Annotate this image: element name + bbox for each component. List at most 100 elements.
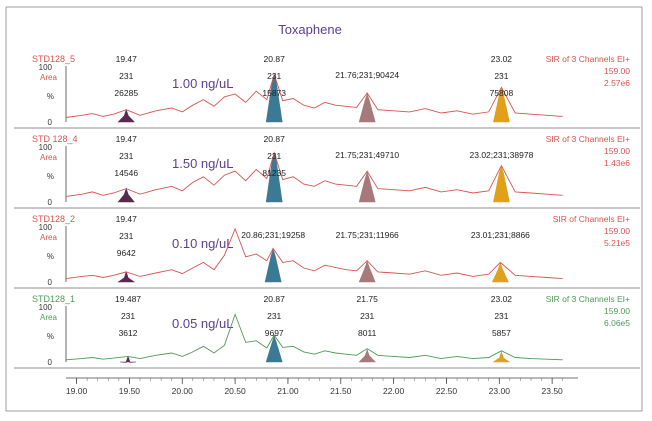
peak-4: [493, 165, 510, 203]
channel-label: SIR of 3 Channels EI+: [546, 54, 630, 64]
y-tick-top: 100: [39, 303, 53, 312]
mass-label: 159.00: [604, 66, 630, 76]
intensity-label: 5.21e5: [604, 238, 630, 248]
channel-label: SIR of 3 Channels EI+: [546, 294, 630, 304]
x-tick-label: 23.00: [489, 386, 511, 396]
x-tick-label: 21.50: [330, 386, 352, 396]
intensity-label: 6.06e5: [604, 318, 630, 328]
peak-label-4: 23.02: [491, 54, 513, 64]
y-tick-top: 100: [39, 223, 53, 232]
chart-title: Toxaphene: [278, 22, 342, 37]
peak-4: [491, 262, 509, 283]
peak-2: [265, 75, 283, 123]
peak-label-1: 19.47: [116, 134, 138, 144]
peak-1: [117, 270, 136, 283]
intensity-label: 1.43e6: [604, 158, 630, 168]
mass-label: 159.00: [604, 226, 630, 236]
peak-label-1: 19.47: [116, 54, 138, 64]
mass-label: 159.00: [604, 146, 630, 156]
trace-line: [65, 151, 563, 197]
peak-label-1: 9642: [117, 248, 136, 258]
peak-4: [493, 87, 510, 123]
outer-frame: [5, 6, 643, 412]
y-tick-top: 100: [39, 63, 53, 72]
peak-label-4: 5857: [492, 328, 511, 338]
peak-label-4: 75808: [490, 88, 514, 98]
trace-line: [65, 72, 563, 118]
peak-label-4: 231: [494, 71, 508, 81]
x-tick-label: 22.00: [383, 386, 405, 396]
peak-label-3: 231: [360, 311, 374, 321]
peak-label-1: 3612: [119, 328, 138, 338]
concentration-label: 1.50 ng/uL: [172, 156, 233, 171]
y-tick-bottom: 0: [48, 118, 53, 127]
peak-3: [358, 348, 376, 363]
peak-label-4: 23.02;231;38978: [470, 150, 534, 160]
peak-2: [265, 335, 283, 363]
mass-label: 159.00: [604, 306, 630, 316]
trace-line: [65, 227, 563, 280]
x-tick-label: 19.50: [119, 386, 141, 396]
y-legend-area: Area: [40, 73, 57, 82]
channel-label: SIR of 3 Channels EI+: [546, 134, 630, 144]
y-tick-bottom: 0: [48, 198, 53, 207]
trace-line: [65, 313, 563, 361]
y-tick-bottom: 0: [48, 358, 53, 367]
x-tick-label: 20.00: [172, 386, 194, 396]
peak-label-3: 21.76;231;90424: [335, 70, 399, 80]
peak-1: [120, 355, 137, 363]
peak-label-1: 231: [119, 71, 133, 81]
y-tick-mid: %: [47, 92, 54, 101]
peak-1: [117, 108, 135, 123]
peak-2: [265, 153, 283, 203]
peak-label-1: 19.47: [116, 214, 138, 224]
y-legend-area: Area: [40, 313, 57, 322]
peak-label-2: 81235: [262, 168, 286, 178]
concentration-label: 0.10 ng/uL: [172, 236, 233, 251]
x-tick-label: 19.00: [66, 386, 88, 396]
peak-2: [264, 248, 282, 283]
peak-label-2: 20.87: [264, 54, 286, 64]
peak-label-1: 19.487: [115, 294, 141, 304]
intensity-label: 2.57e6: [604, 78, 630, 88]
y-tick-mid: %: [47, 332, 54, 341]
y-tick-bottom: 0: [48, 278, 53, 287]
x-tick-label: 23.50: [542, 386, 564, 396]
peak-label-3: 21.75;231;11966: [336, 230, 399, 240]
sample-name: STD128_5: [32, 54, 75, 64]
peak-label-1: 26285: [114, 88, 138, 98]
peak-1: [117, 187, 135, 203]
peak-label-2: 20.87: [264, 294, 286, 304]
x-tick-label: 21.00: [277, 386, 299, 396]
sample-name: STD 128_4: [32, 134, 78, 144]
peak-3: [358, 93, 376, 123]
peak-4: [492, 350, 511, 363]
peak-label-3: 21.75: [357, 294, 379, 304]
peak-label-1: 14546: [114, 168, 138, 178]
peak-label-2: 231: [267, 151, 281, 161]
peak-label-4: 23.01;231;8866: [471, 230, 530, 240]
peak-label-1: 231: [119, 151, 133, 161]
peak-label-1: 231: [121, 311, 135, 321]
x-tick-label: 20.50: [224, 386, 246, 396]
peak-label-4: 23.02: [491, 294, 513, 304]
peak-label-3: 8011: [358, 328, 377, 338]
sample-name: STD128_1: [32, 294, 75, 304]
peak-label-3: 21.75;231;49710: [335, 150, 399, 160]
peak-label-2: 9697: [265, 328, 284, 338]
x-axis: 19.00 19.50 20.00 20.50 21.00 21.50 22.00 22.50…: [66, 377, 578, 396]
peak-label-2: 231: [267, 311, 281, 321]
channel-label: SIR of Channels EI+: [553, 214, 630, 224]
peak-3: [358, 260, 376, 283]
concentration-label: 0.05 ng/uL: [172, 316, 233, 331]
y-tick-mid: %: [47, 172, 54, 181]
peak-label-4: 231: [494, 311, 508, 321]
peak-3: [358, 171, 376, 203]
x-tick-label: 22.50: [436, 386, 458, 396]
